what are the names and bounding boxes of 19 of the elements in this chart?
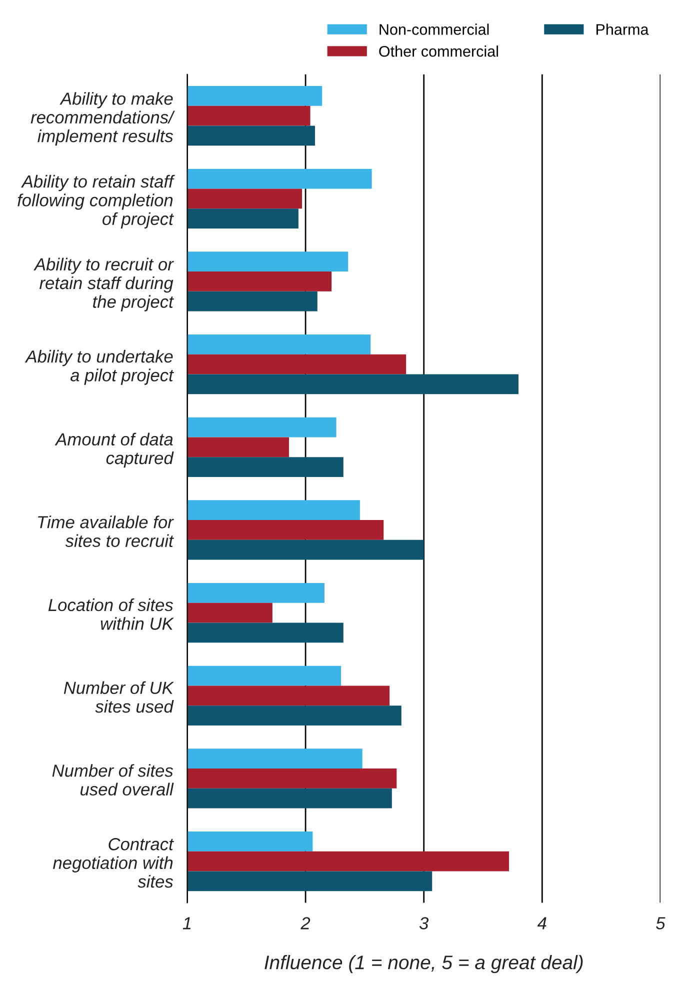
legend-label: Pharma [596, 24, 649, 35]
x-tick-label: 4 [537, 917, 546, 930]
legend-label: Other commercial [379, 46, 498, 57]
y-tick-label: Location of sites within UK [48, 598, 174, 630]
x-tick-label: 3 [419, 917, 429, 930]
y-tick-label: Ability to retain staff following completion of project [18, 174, 175, 228]
x-tick-label: 2 [300, 917, 310, 930]
x-tick-label: 1 [182, 917, 191, 930]
x-axis-title: Influence (1 = none, 5 = a great deal) [264, 955, 583, 974]
y-tick-label: Amount of data captured [54, 432, 174, 468]
y-tick-label: Number of sites used overall [52, 764, 174, 796]
y-tick-label: Ability to recruit or retain staff during the project [34, 258, 174, 312]
y-tick-label: Ability to undertake a pilot project [24, 350, 174, 385]
y-tick-label: Time available for sites to recruit [38, 516, 174, 548]
x-tick-label: 5 [656, 917, 666, 930]
y-tick-label: Ability to make recommendations/ implement results [30, 92, 175, 146]
y-tick-label: Number of UK sites used [64, 681, 174, 713]
y-tick-label: Contract negotiation with sites [53, 838, 174, 888]
legend-label: Non-commercial [380, 24, 489, 35]
